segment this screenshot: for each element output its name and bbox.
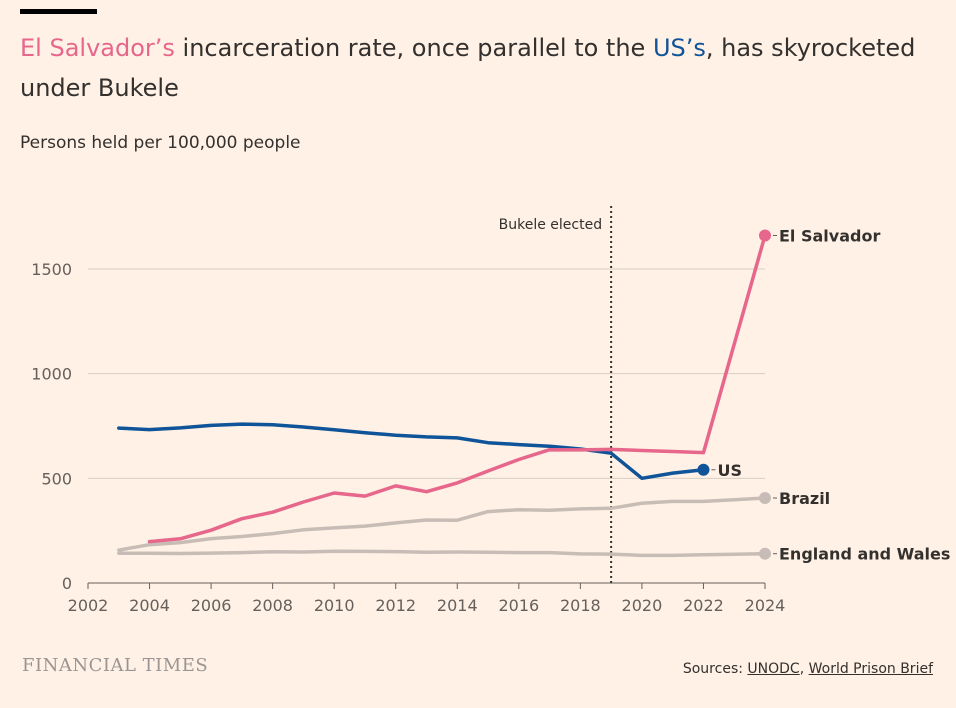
series-end-point-brazil bbox=[759, 492, 771, 505]
series-line-us bbox=[117, 422, 706, 481]
chart-title: El Salvador’s incarceration rate, once p… bbox=[20, 28, 930, 108]
y-tick-label-1000: 1000 bbox=[31, 365, 72, 384]
title-text-end: , has skyrocketed under Bukele bbox=[20, 34, 916, 102]
x-tick-label-2002: 2002 bbox=[68, 596, 109, 615]
x-tick-label-2020: 2020 bbox=[622, 596, 663, 615]
sources-separator: , bbox=[799, 661, 809, 677]
x-tick-label-2008: 2008 bbox=[252, 596, 293, 615]
ft-logo: FINANCIAL TIMES bbox=[22, 655, 209, 676]
x-tick-label-2006: 2006 bbox=[191, 596, 232, 615]
x-tick-label-2022: 2022 bbox=[683, 596, 724, 615]
top-accent-bar bbox=[20, 9, 97, 14]
chart-subtitle: Persons held per 100,000 people bbox=[20, 133, 301, 153]
x-tick-label-2010: 2010 bbox=[314, 596, 355, 615]
title-highlight-us: US’s bbox=[652, 34, 706, 62]
series-line-brazil bbox=[117, 496, 767, 552]
series-label-england-and-wales: England and Wales bbox=[779, 545, 950, 564]
x-tick-label-2016: 2016 bbox=[498, 596, 539, 615]
series-end-point-us bbox=[697, 463, 710, 476]
x-tick-label-2004: 2004 bbox=[129, 596, 170, 615]
x-tick-label-2014: 2014 bbox=[437, 596, 478, 615]
sources: Sources: UNODC, World Prison Brief bbox=[683, 661, 933, 677]
series-label-brazil: Brazil bbox=[779, 489, 830, 508]
series-label-us: US bbox=[717, 461, 742, 480]
x-tick-label-2012: 2012 bbox=[375, 596, 416, 615]
series-end-point-el-salvador bbox=[759, 229, 771, 242]
title-text: incarceration rate, once parallel to the bbox=[174, 34, 653, 62]
bukele-elected-label: Bukele elected bbox=[499, 217, 602, 233]
x-tick-label-2024: 2024 bbox=[745, 596, 786, 615]
series-line-el-salvador bbox=[147, 233, 767, 544]
series-label-el-salvador: El Salvador bbox=[779, 227, 880, 246]
x-tick-label-2018: 2018 bbox=[560, 596, 601, 615]
source-link-world-prison-brief[interactable]: World Prison Brief bbox=[808, 661, 933, 677]
series-end-point-england-and-wales bbox=[759, 547, 771, 560]
y-tick-label-0: 0 bbox=[62, 574, 72, 593]
source-link-unodc[interactable]: UNODC bbox=[747, 661, 800, 677]
y-tick-label-500: 500 bbox=[41, 469, 72, 488]
title-highlight-el-salvador: El Salvador’s bbox=[20, 34, 175, 62]
series-line-england-and-wales bbox=[117, 549, 767, 558]
y-tick-label-1500: 1500 bbox=[31, 260, 72, 279]
sources-label: Sources: bbox=[682, 661, 748, 677]
